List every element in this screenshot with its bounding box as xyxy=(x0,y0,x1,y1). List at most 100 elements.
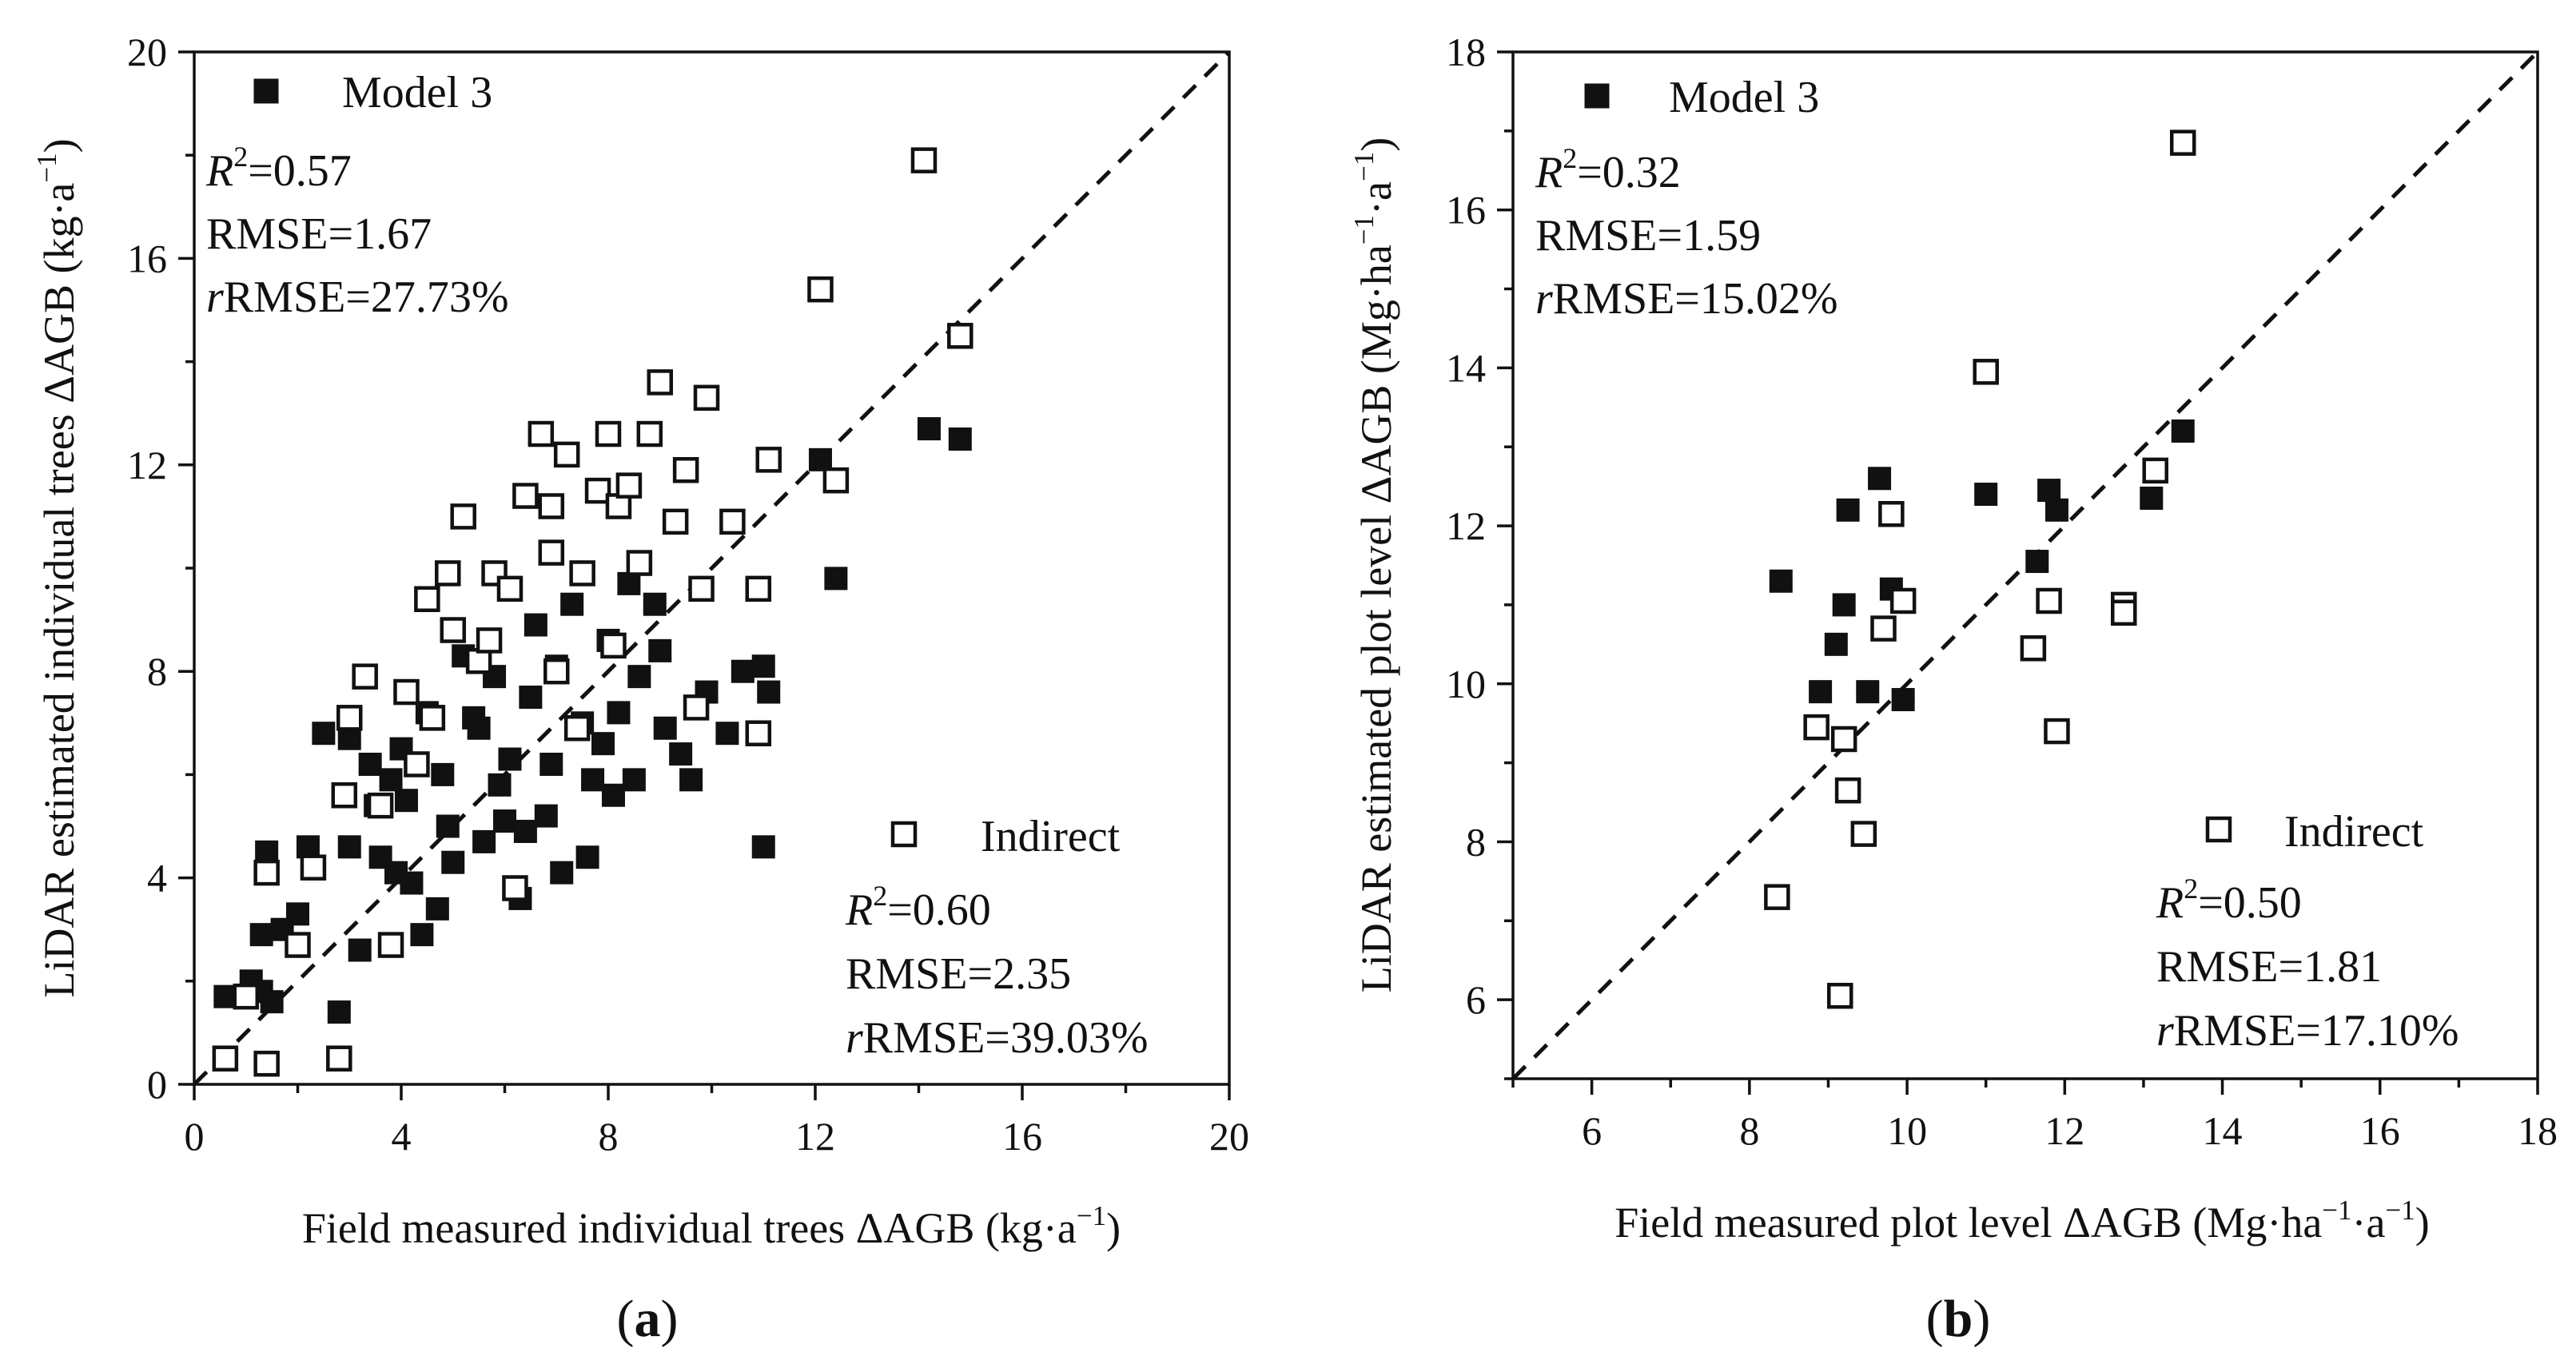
panel-a-chart: 0 4 8 12 16 20 0 4 8 12 16 20 Model 3 R2=0.57 RMSE=… xyxy=(31,30,1249,1348)
panel-b-indirect-rmse-stat: RMSE=1.81 xyxy=(2156,942,2382,992)
panel-a-model3-r2-stat: R2=0.57 xyxy=(205,141,352,196)
panel-b-indirect-r2-stat: R2=0.50 xyxy=(2156,873,2302,928)
panel-b-model3-point xyxy=(2037,479,2061,503)
panel-b-indirect-point xyxy=(1870,615,1897,642)
panel-a-model3-point xyxy=(648,638,672,662)
panel-a-x-tick-label: 12 xyxy=(795,1114,835,1159)
panel-b-indirect-point xyxy=(1850,821,1877,847)
panel-a-model3-point xyxy=(601,783,625,807)
panel-a-model3-point xyxy=(751,835,775,859)
panel-b-model3-point xyxy=(1832,593,1856,617)
panel-a-legend-indirect-marker xyxy=(890,821,918,848)
panel-a-indirect-point xyxy=(807,276,834,303)
panel-a-indirect-point xyxy=(476,627,503,654)
panel-a-model3-point xyxy=(498,747,522,771)
panel-a-indirect-point xyxy=(331,781,358,809)
panel-a-model3-rmse-stat: RMSE=1.67 xyxy=(206,209,432,259)
panel-a-indirect-point xyxy=(563,715,591,742)
panel-a-x-tick-label: 0 xyxy=(185,1114,205,1159)
panel-b-indirect-point xyxy=(1803,714,1829,741)
panel-a-model3-point xyxy=(539,752,563,776)
panel-b-y-tick-label: 16 xyxy=(1446,188,1486,233)
panel-a-indirect-point xyxy=(496,575,524,602)
panel-a-y-tick-label: 20 xyxy=(127,30,167,74)
panel-a-indirect-point xyxy=(512,483,539,509)
panel-a-indirect-point xyxy=(212,1045,239,1072)
panel-a-model3-rrmse-stat: rRMSE=27.73% xyxy=(206,272,509,322)
panel-a-indirect-point xyxy=(636,420,663,447)
panel-a-indirect-point xyxy=(377,932,404,958)
panel-a-indirect-point xyxy=(538,539,565,566)
panel-a-indirect-point xyxy=(253,859,280,886)
panel-b-model3-point xyxy=(1856,680,1880,704)
panel-a-indirect-point xyxy=(755,447,782,473)
panel-a-model3-point xyxy=(255,840,279,864)
panel-b-indirect-point xyxy=(1889,587,1917,614)
panel-a-x-tick-label: 4 xyxy=(392,1114,412,1159)
panel-a-tick-labels: 0 4 8 12 16 20 0 4 8 12 16 20 xyxy=(127,30,1249,1159)
panel-b-model3-rmse-stat: RMSE=1.59 xyxy=(1535,211,1761,260)
panel-b-model3-point xyxy=(1809,680,1833,704)
panel-a-indirect-point xyxy=(253,1050,280,1077)
panel-a-x-tick-label: 16 xyxy=(1002,1114,1042,1159)
panel-b-model3-rrmse-stat: rRMSE=15.02% xyxy=(1535,274,1838,324)
panel-a-indirect-r2-stat: R2=0.60 xyxy=(845,880,991,935)
panel-a-model3-point xyxy=(327,1000,351,1024)
panel-b-model3-point xyxy=(1824,632,1848,656)
panel-a-model3-point xyxy=(731,659,754,683)
panel-a-indirect-point xyxy=(352,663,378,690)
panel-a-model3-point xyxy=(425,897,449,921)
panel-a-indirect-point xyxy=(502,875,528,901)
panel-a-indirect-point xyxy=(553,441,580,468)
panel-a-indirect-point xyxy=(719,508,746,535)
panel-a-data-points xyxy=(212,147,973,1077)
panel-a-x-axis-title: Field measured individual trees ΔAGB (kg… xyxy=(302,1200,1121,1252)
panel-b-x-tick-label: 6 xyxy=(1582,1108,1602,1153)
panel-a-model3-point xyxy=(669,742,693,766)
panel-b-model3-point xyxy=(1769,569,1793,593)
panel-b-indirect-point xyxy=(1973,359,1999,385)
panel-b-x-tick-label: 18 xyxy=(2518,1108,2558,1153)
panel-a-model3-point xyxy=(534,804,558,828)
panel-a-model3-point xyxy=(337,835,361,859)
panel-b-x-tick-label: 16 xyxy=(2360,1108,2400,1153)
panel-a-model3-point xyxy=(472,829,496,853)
panel-a-model3-point xyxy=(513,819,537,843)
panel-b-model3-point xyxy=(1891,688,1915,712)
panel-a-axis-ticks xyxy=(178,50,1231,1100)
panel-a-indirect-point xyxy=(326,1045,352,1072)
panel-a-indirect-point xyxy=(647,369,673,396)
panel-a-y-axis-title: LiDAR estimated individual trees ΔAGB (k… xyxy=(31,138,83,997)
panel-a-indirect-point xyxy=(910,147,938,173)
panel-a-model3-point xyxy=(379,768,403,792)
panel-a-indirect-point xyxy=(543,658,570,685)
panel-a-model3-point xyxy=(627,665,651,689)
panel-b-legend-indirect-label: Indirect xyxy=(2284,807,2424,857)
panel-a-reference-line xyxy=(193,50,1231,1086)
panel-a-model3-point xyxy=(441,850,465,874)
panel-b-plot-frame xyxy=(1511,50,2539,1080)
panel-a-model3-point xyxy=(436,814,460,838)
panel-a-indirect-point xyxy=(626,550,653,576)
panel-a-indirect-point xyxy=(672,457,699,483)
panel-b-model3-point xyxy=(1974,483,1998,507)
panel-a-model3-point xyxy=(607,701,631,725)
panel-a-indirect-point xyxy=(285,932,311,958)
panel-b-indirect-point xyxy=(2111,599,2137,626)
panel-b-indirect-point xyxy=(1830,726,1857,753)
panel-a-indirect-point xyxy=(404,751,430,777)
panel-b-indirect-point xyxy=(2020,635,2047,662)
panel-b-y-tick-label: 10 xyxy=(1446,662,1486,706)
panel-b-model3-point xyxy=(2025,550,2049,574)
panel-b-tick-labels: 6 8 10 12 14 16 18 6 8 10 12 14 16 18 xyxy=(1446,30,2558,1153)
panel-a-indirect-point xyxy=(336,705,363,731)
panel-b-chart: 6 8 10 12 14 16 18 6 8 10 12 14 16 18 Model 3 R2=0.32… xyxy=(1348,30,2558,1348)
panel-a-y-tick-label: 16 xyxy=(127,236,167,280)
panel-b-model3-point xyxy=(2044,498,2068,522)
panel-b-model3-r2-stat: R2=0.32 xyxy=(1535,142,1681,197)
panel-a-model3-point xyxy=(488,773,512,797)
panel-a-indirect-point xyxy=(367,792,394,819)
panel-a-indirect-point xyxy=(600,632,627,659)
panel-a-indirect-point xyxy=(569,560,595,587)
panel-a-model3-point xyxy=(467,716,491,740)
